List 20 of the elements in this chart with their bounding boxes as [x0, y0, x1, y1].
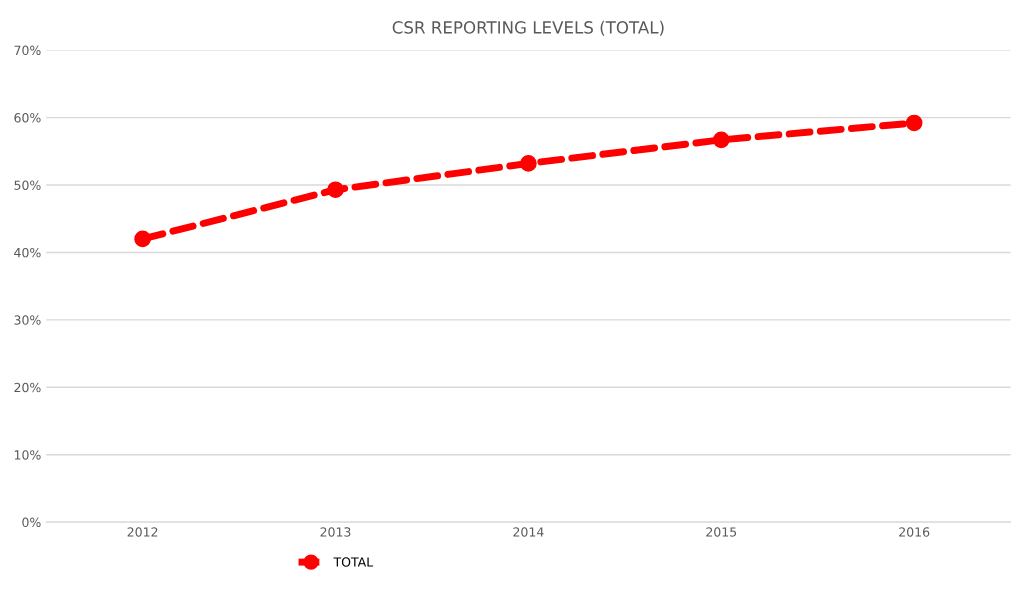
y-tick-label: 50%	[14, 180, 41, 190]
y-tick-label: 10%	[14, 450, 41, 460]
point	[134, 230, 151, 248]
y-tick-label: 70%	[14, 45, 41, 56]
point	[712, 131, 730, 149]
x-tick-label: 2015	[706, 527, 737, 537]
x-tick-label: 2016	[899, 527, 930, 537]
chart-title: CSR REPORTING LEVELS (TOTAL)	[392, 20, 664, 36]
y-tick-label: 60%	[14, 113, 41, 123]
point	[905, 114, 923, 132]
legend-label: TOTAL	[333, 557, 374, 567]
point	[520, 155, 537, 172]
point	[327, 181, 344, 199]
y-tick-label: 30%	[14, 315, 41, 325]
y-tick-label: 0%	[22, 517, 41, 528]
y-tick-label: 40%	[14, 247, 41, 258]
x-tick-label: 2014	[513, 527, 544, 537]
x-tick-label: 2012	[127, 527, 158, 537]
x-tick-label: 2013	[320, 527, 351, 537]
y-tick-label: 20%	[14, 382, 41, 393]
